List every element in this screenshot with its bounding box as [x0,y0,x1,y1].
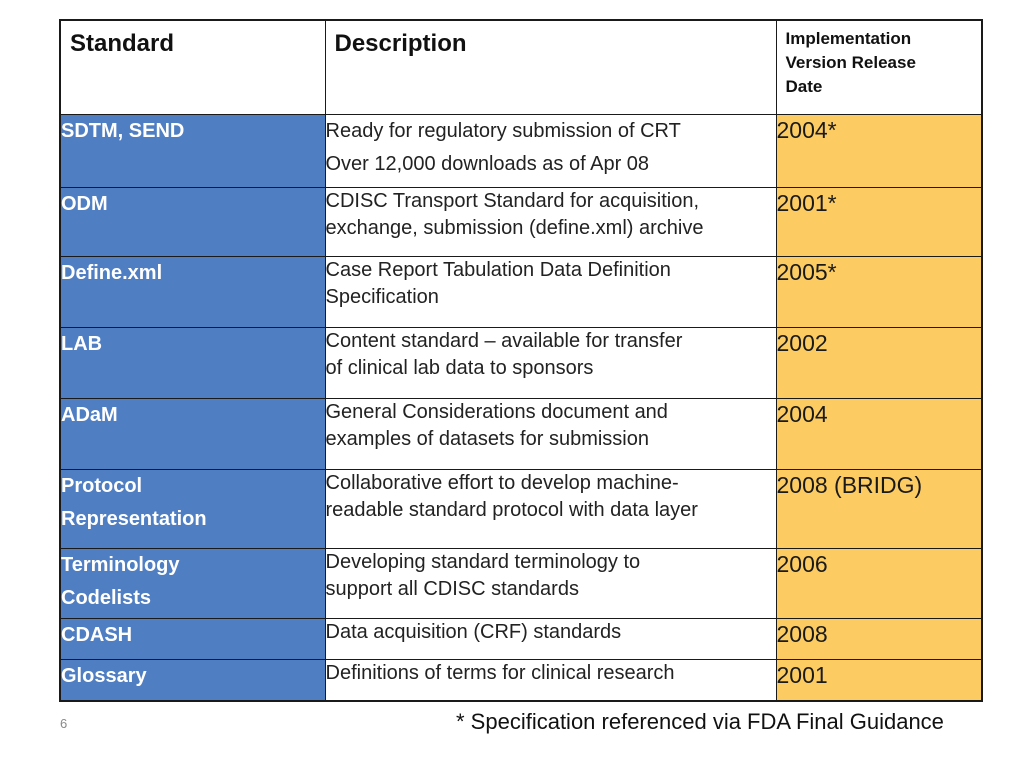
standard-name-cell: Protocol Representation [59,469,326,549]
description-cell: General Considerations document and exam… [324,398,777,470]
description-line: support all CDISC standards [325,578,579,600]
standard-name: CDASH [61,624,133,646]
standard-name: LAB [61,333,103,355]
standard-name: ADaM [61,404,118,426]
description-line: Case Report Tabulation Data Definition [325,259,671,281]
header-date-line: Date [785,77,823,96]
standard-name-cell: ADaM [59,398,326,470]
standard-name-cell: Terminology Codelists [59,548,326,619]
table-row: CDASH Data acquisition (CRF) standards 2… [59,618,983,660]
description-line: examples of datasets for submission [325,428,650,450]
standard-name: Representation [61,508,207,530]
table-row: Glossary Definitions of terms for clinic… [59,659,983,701]
header-date-line: Version Release [785,53,916,72]
description-cell: Content standard – available for transfe… [324,327,777,399]
standard-name: Protocol [61,475,143,497]
standard-name: ODM [61,193,108,215]
header-date-line: Implementation [785,29,912,48]
release-date-cell: 2001* [775,187,983,257]
standard-name-cell: Define.xml [59,256,326,328]
description-line: readable standard protocol with data lay… [325,499,698,521]
description-line: CDISC Transport Standard for acquisition… [325,190,700,212]
standard-name-cell: ODM [59,187,326,257]
release-date-cell: 2004 [775,398,983,470]
table-row: ADaM General Considerations document and… [59,398,983,470]
description-line: Collaborative effort to develop machine- [325,472,679,494]
table-row: SDTM, SEND Ready for regulatory submissi… [59,114,983,188]
description-line: Ready for regulatory submission of CRT [325,120,681,142]
table-row: LAB Content standard – available for tra… [59,327,983,399]
standard-name-cell: CDASH [59,618,326,660]
description-cell: Definitions of terms for clinical resear… [324,659,777,701]
standard-name: Codelists [61,587,152,609]
description-line: of clinical lab data to sponsors [325,357,594,379]
header-row: Standard Description Implementation Vers… [59,19,983,115]
standard-name: SDTM, SEND [61,120,185,142]
standard-name-cell: SDTM, SEND [59,114,326,188]
description-cell: Ready for regulatory submission of CRT O… [324,114,777,188]
release-date-cell: 2004* [775,114,983,188]
description-line: Content standard – available for transfe… [325,330,683,352]
table-row: Protocol Representation Collaborative ef… [59,469,983,549]
table-row: Define.xml Case Report Tabulation Data D… [59,256,983,328]
description-line: exchange, submission (define.xml) archiv… [325,217,704,239]
header-date: Implementation Version Release Date [775,19,983,115]
description-cell: Case Report Tabulation Data Definition S… [324,256,777,328]
standard-name: Terminology [61,554,180,576]
release-date-cell: 2008 (BRIDG) [775,469,983,549]
description-cell: Data acquisition (CRF) standards [324,618,777,660]
standard-name: Define.xml [61,262,163,284]
standard-name: Glossary [61,665,147,687]
description-line: General Considerations document and [325,401,668,423]
description-line: Developing standard terminology to [325,551,641,573]
release-date-cell: 2005* [775,256,983,328]
release-date-cell: 2008 [775,618,983,660]
description-line: Over 12,000 downloads as of Apr 08 [325,153,650,175]
release-date-cell: 2006 [775,548,983,619]
description-cell: Collaborative effort to develop machine-… [324,469,777,549]
header-standard: Standard [59,19,326,115]
description-cell: CDISC Transport Standard for acquisition… [324,187,777,257]
release-date-cell: 2001 [775,659,983,701]
footnote: * Specification referenced via FDA Final… [456,709,944,734]
standard-name-cell: Glossary [59,659,326,701]
table-row: Terminology Codelists Developing standar… [59,548,983,619]
table-row: ODM CDISC Transport Standard for acquisi… [59,187,983,257]
description-line: Definitions of terms for clinical resear… [325,662,675,684]
description-line: Specification [325,286,439,308]
description-cell: Developing standard terminology to suppo… [324,548,777,619]
standards-table: Standard Description Implementation Vers… [59,19,983,702]
header-description: Description [324,19,777,115]
standard-name-cell: LAB [59,327,326,399]
description-line: Data acquisition (CRF) standards [325,621,622,643]
slide-number: 6 [60,716,68,731]
release-date-cell: 2002 [775,327,983,399]
